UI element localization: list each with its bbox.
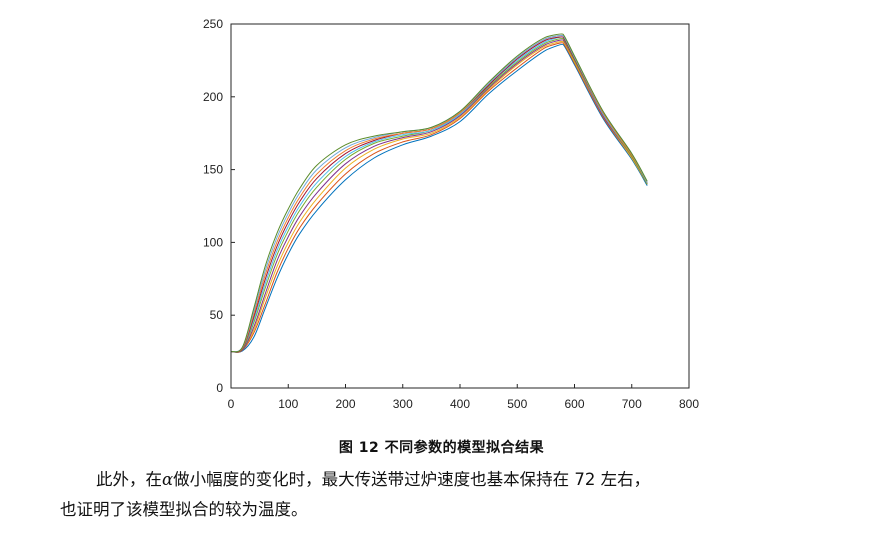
paragraph-line-2: 也证明了该模型拟合的较为温度。 (60, 500, 308, 519)
y-tick-label: 0 (216, 381, 223, 395)
x-tick-label: 500 (507, 397, 527, 411)
paragraph-line-1: 此外，在α做小幅度的变化时，最大传送带过炉速度也基本保持在 72 左右， (96, 466, 650, 490)
x-tick-label: 600 (564, 397, 584, 411)
x-tick-label: 400 (450, 397, 470, 411)
y-tick-label: 50 (210, 308, 224, 322)
y-tick-label: 100 (203, 235, 223, 249)
x-tick-label: 0 (228, 397, 235, 411)
plot-area (231, 24, 689, 388)
series-line-1 (230, 43, 648, 353)
x-tick-label: 200 (335, 397, 355, 411)
series-line-10 (230, 33, 648, 353)
y-tick-label: 150 (203, 163, 223, 177)
y-tick-label: 250 (203, 17, 223, 31)
plot-frame (230, 23, 690, 389)
line-chart: 0 100 200 300 400 500 600 700 800 0 50 100 150 200 250 (203, 17, 699, 411)
series-line-3 (230, 40, 648, 353)
y-tick-label: 200 (203, 90, 223, 104)
paragraph-text: 做小幅度的变化时，最大传送带过炉速度也基本保持在 72 左右， (173, 470, 651, 489)
series-line-2 (230, 42, 648, 353)
paragraph-text: 此外，在 (96, 470, 162, 489)
x-tick-label: 300 (393, 397, 413, 411)
x-tick-label: 700 (622, 397, 642, 411)
alpha-symbol: α (162, 470, 174, 489)
figure-caption: 图 12 不同参数的模型拟合结果 (338, 440, 545, 456)
x-tick-label: 800 (679, 397, 699, 411)
x-tick-label: 100 (278, 397, 298, 411)
series-line-5 (230, 37, 648, 353)
